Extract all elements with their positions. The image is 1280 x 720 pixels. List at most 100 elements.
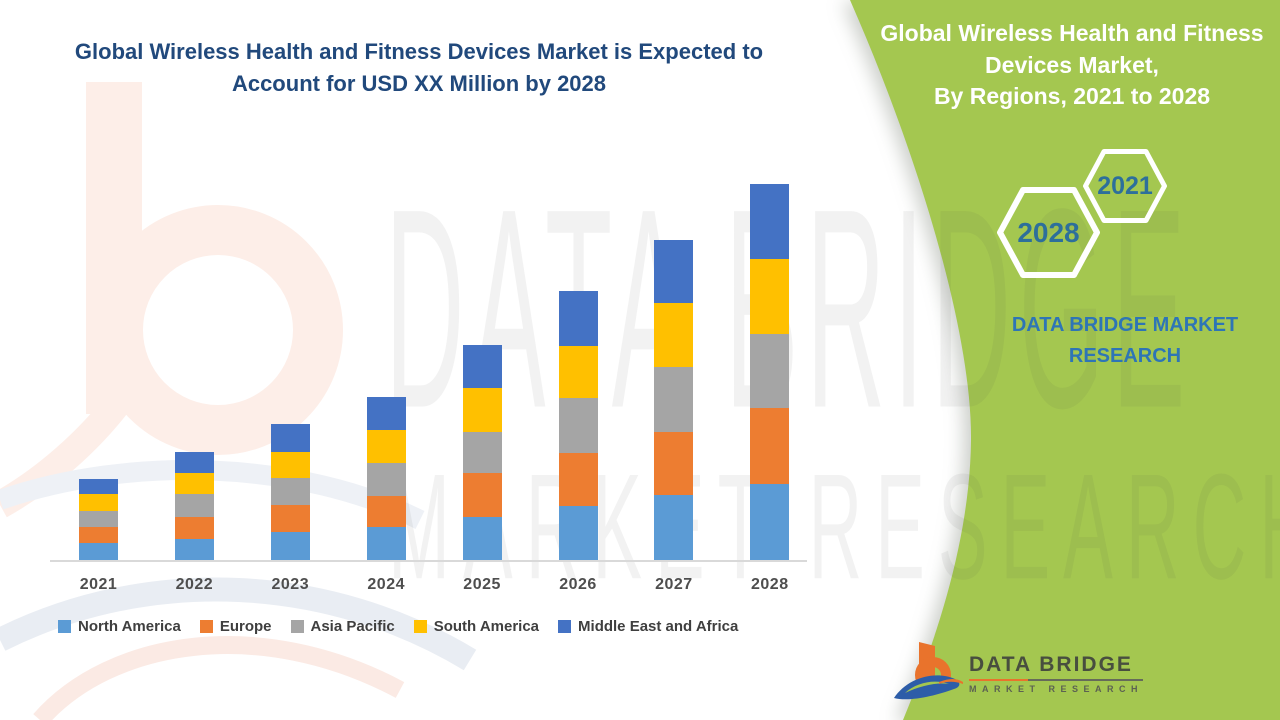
x-axis-label-2026: 2026 (559, 576, 597, 593)
bar-segment-2023-south-america (270, 452, 310, 478)
bar-segment-2024-middle-east-and-africa (366, 397, 406, 430)
bar-2021 (79, 479, 118, 560)
hexagon-outline-icon (997, 187, 1100, 278)
logo-divider (969, 678, 1144, 681)
x-axis-label-2028: 2028 (751, 576, 789, 593)
bar-segment-2021-south-america (79, 494, 118, 511)
bar-segment-2022-south-america (174, 473, 214, 494)
bar-segment-2026-south-america (558, 346, 598, 398)
legend-item-north-america: North America (58, 618, 181, 635)
bar-segment-2021-europe (79, 527, 118, 543)
data-bridge-logo-icon (894, 642, 963, 700)
legend-item-europe: Europe (199, 618, 272, 635)
bar-segment-2027-asia-pacific (654, 367, 694, 432)
bar-2027 (654, 240, 694, 560)
bar-2025 (462, 345, 502, 560)
legend-marker-icon (290, 620, 304, 633)
logo-primary-text: DATA BRIDGE (969, 652, 1133, 676)
bar-segment-2023-middle-east-and-africa (270, 424, 310, 452)
bar-segment-2023-north-america (270, 532, 310, 560)
bar-segment-2021-asia-pacific (79, 511, 118, 527)
side-panel-title-line1: Global Wireless Health and Fitness (880, 20, 1264, 46)
logo-secondary-text: MARKET RESEARCH (969, 683, 1144, 694)
bar-segment-2022-asia-pacific (174, 494, 214, 517)
bar-segment-2024-asia-pacific (366, 463, 406, 496)
x-axis-label-2025: 2025 (463, 576, 501, 593)
x-axis-label-2021: 2021 (79, 576, 118, 593)
bar-segment-2024-south-america (366, 430, 406, 463)
bar-segment-2025-north-america (462, 517, 502, 560)
hexagon-year-2021: 2021 (1097, 171, 1153, 200)
bar-segment-2026-asia-pacific (558, 398, 598, 453)
bar-segment-2027-middle-east-and-africa (654, 240, 694, 303)
legend-item-south-america: South America (413, 618, 540, 635)
bar-segment-2025-europe (462, 473, 502, 517)
bar-segment-2023-europe (270, 505, 310, 532)
hexagon-outline-icon (1083, 149, 1167, 223)
legend-label: South America (433, 618, 540, 635)
x-axis-label-2024: 2024 (367, 576, 405, 593)
bar-segment-2028-europe (750, 408, 790, 484)
side-panel-title-line3: By Regions, 2021 to 2028 (933, 83, 1211, 110)
company-logo: DATA BRIDGE MARKET RESEARCH (891, 638, 1144, 708)
legend-label: North America (78, 618, 181, 635)
brand-wordmark-line1: DATA BRIDGE MARKET (1011, 314, 1239, 336)
legend-item-asia-pacific: Asia Pacific (290, 618, 395, 635)
legend-label: Asia Pacific (310, 618, 395, 635)
bar-segment-2022-europe (174, 517, 214, 539)
hexagon-badge-2028: 2028 (997, 187, 1100, 278)
bar-segment-2025-asia-pacific (462, 432, 502, 473)
bar-segment-2024-europe (366, 496, 406, 527)
legend-label: Middle East and Africa (578, 618, 739, 635)
watermark-swoosh-2 (0, 577, 477, 671)
bar-segment-2022-north-america (174, 539, 214, 560)
bar-segment-2021-north-america (79, 543, 118, 560)
bar-segment-2027-north-america (654, 495, 694, 560)
bar-segment-2024-north-america (366, 527, 406, 560)
x-axis-line (50, 560, 807, 562)
company-logo-text: DATA BRIDGE MARKET RESEARCH (969, 652, 1144, 694)
legend-marker-icon (58, 620, 71, 633)
x-axis-label-2023: 2023 (271, 576, 310, 593)
bar-segment-2025-middle-east-and-africa (462, 345, 502, 388)
bar-segment-2027-south-america (654, 303, 694, 367)
x-axis-label-2022: 2022 (175, 576, 214, 593)
legend-marker-icon (413, 620, 427, 633)
bar-2026 (558, 291, 598, 560)
bar-segment-2026-europe (558, 453, 598, 506)
bar-segment-2028-middle-east-and-africa (750, 184, 790, 259)
brand-wordmark-line2: RESEARCH (1068, 345, 1182, 367)
bar-2023 (270, 424, 310, 560)
bar-segment-2022-middle-east-and-africa (174, 452, 214, 473)
hexagon-badge-2021: 2021 (1083, 149, 1167, 223)
bar-2024 (366, 397, 406, 560)
bar-segment-2021-middle-east-and-africa (79, 479, 118, 494)
bar-2022 (174, 452, 214, 560)
watermark-b-bowl (93, 205, 343, 455)
hexagon-year-2028: 2028 (1017, 216, 1080, 248)
watermark-swoosh-3 (33, 636, 405, 720)
bar-segment-2026-north-america (558, 506, 598, 560)
bar-2028 (750, 184, 790, 560)
legend-marker-icon (558, 620, 572, 633)
bar-segment-2028-south-america (750, 259, 790, 334)
bar-segment-2028-asia-pacific (750, 334, 790, 408)
stacked-bar-chart: 2021 2022 2023 2024 2025 2026 2027 2028 (50, 184, 807, 593)
side-panel-title-line2: Devices Market, (985, 51, 1159, 78)
bar-segment-2026-middle-east-and-africa (558, 291, 598, 346)
legend-label: Europe (219, 618, 272, 635)
bar-segment-2028-north-america (750, 484, 790, 560)
brand-wordmark: DATA BRIDGE MARKET RESEARCH (960, 310, 1280, 372)
x-axis-label-2027: 2027 (655, 576, 693, 593)
legend-item-middle-east-and-africa: Middle East and Africa (558, 618, 738, 635)
legend-marker-icon (199, 620, 213, 633)
green-panel-shape (850, 0, 1280, 720)
bar-segment-2027-europe (654, 432, 694, 495)
chart-legend: North America Europe Asia Pacific South Ame… (58, 618, 838, 635)
bar-segment-2023-asia-pacific (270, 478, 310, 505)
side-panel-title: Global Wireless Health and Fitness Devic… (872, 18, 1272, 113)
chart-title: Global Wireless Health and Fitness Devic… (74, 39, 764, 96)
bar-segment-2025-south-america (462, 388, 502, 432)
